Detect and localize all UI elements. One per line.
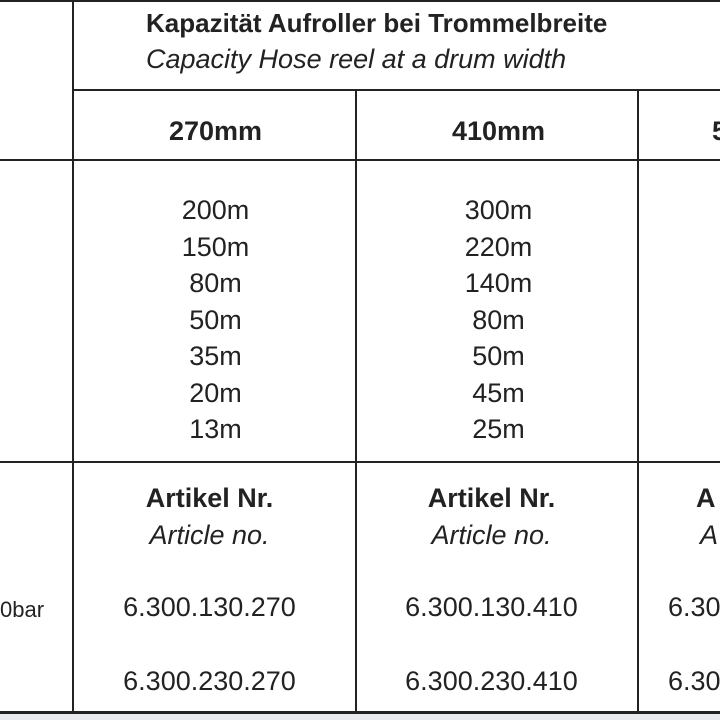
- article-label-en: A: [700, 520, 719, 550]
- capacity-value: 140m: [464, 268, 533, 298]
- article-label-en: Article no.: [149, 520, 270, 550]
- column-divider: [72, 0, 74, 712]
- article-number: 6.300.230.270: [123, 666, 296, 696]
- capacity-value: 300m: [464, 195, 533, 225]
- drum-width-410: 410mm: [451, 116, 546, 146]
- capacity-value: 35m: [189, 341, 242, 371]
- article-number: 6.300.130.270: [123, 592, 296, 622]
- capacity-value: 45m: [472, 377, 525, 408]
- article-label-en: Article no.: [431, 520, 552, 550]
- row-label-pressure: 0bar: [0, 597, 45, 622]
- table-top-border: [0, 0, 720, 2]
- article-number: 6.300.230.410: [405, 666, 578, 696]
- article-number: 6.30: [668, 666, 720, 696]
- row-divider: [72, 89, 720, 91]
- header-title-de: Kapazität Aufroller bei Trommelbreite: [146, 8, 608, 38]
- capacity-value: 80m: [189, 268, 242, 298]
- capacity-value: 25m: [472, 414, 525, 444]
- drum-width-partial: 5: [712, 116, 720, 146]
- table-bottom-border: [0, 711, 720, 714]
- article-label-de: Artikel Nr.: [145, 483, 274, 513]
- column-divider: [355, 90, 357, 712]
- column-divider: [637, 90, 639, 712]
- drum-width-270: 270mm: [168, 116, 263, 146]
- article-label-de: A: [696, 483, 716, 513]
- capacity-value: 220m: [464, 231, 533, 262]
- page-margin: [0, 714, 720, 720]
- header-title-en: Capacity Hose reel at a drum width: [146, 44, 567, 74]
- capacity-value: 50m: [189, 304, 242, 335]
- capacity-list-410: 300m 220m 140m 80m 50m 45m 25m: [357, 192, 640, 448]
- capacity-value: 200m: [181, 195, 250, 225]
- article-number: 6.300.130.410: [405, 592, 578, 622]
- capacity-value: 80m: [472, 304, 525, 335]
- capacity-value: 150m: [181, 231, 250, 262]
- capacity-list-270: 200m 150m 80m 50m 35m 20m 13m: [74, 192, 357, 448]
- capacity-value: 13m: [189, 414, 242, 444]
- capacity-value: 50m: [472, 341, 525, 371]
- row-divider: [0, 461, 720, 463]
- row-divider: [0, 159, 720, 161]
- article-number: 6.30: [668, 592, 720, 622]
- article-label-de: Artikel Nr.: [427, 483, 556, 513]
- capacity-value: 20m: [189, 377, 242, 408]
